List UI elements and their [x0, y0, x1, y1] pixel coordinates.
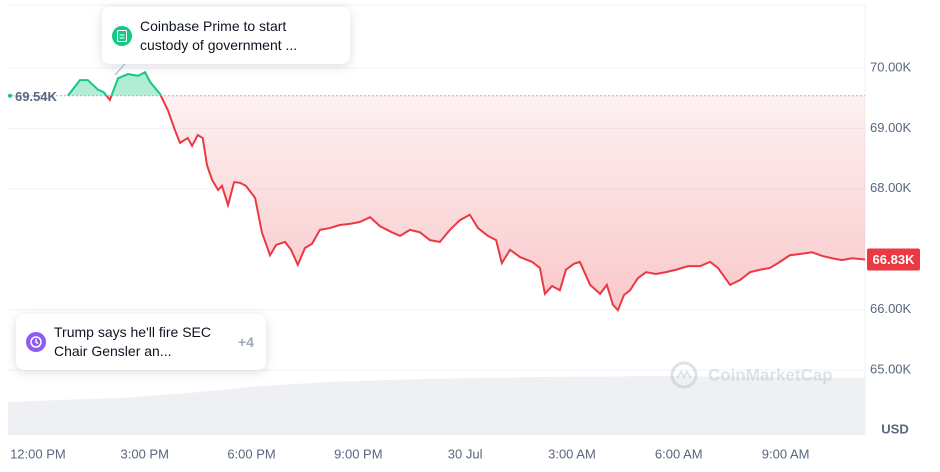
news-icon	[112, 25, 132, 46]
news-card[interactable]: Coinbase Prime to start custody of gover…	[102, 7, 350, 64]
y-tick-label: 68.00K	[870, 180, 912, 195]
news-icon	[26, 332, 46, 352]
x-tick-label: 6:00 PM	[227, 446, 275, 461]
y-unit: USD	[881, 421, 908, 436]
reference-label: 69.54K	[15, 89, 58, 104]
x-tick-label: 3:00 AM	[548, 446, 596, 461]
y-tick-label: 65.00K	[870, 361, 912, 376]
x-tick-label: 9:00 AM	[762, 446, 810, 461]
clock-icon	[30, 336, 42, 348]
y-tick-label: 66.00K	[870, 301, 912, 316]
y-tick-label: 69.00K	[870, 120, 912, 135]
current-price-box	[867, 248, 920, 271]
news-text: Coinbase Prime to start custody of gover…	[140, 17, 298, 53]
y-tick-label: 70.00K	[870, 59, 912, 74]
watermark-text: CoinMarketCap	[708, 365, 833, 384]
news-text: Trump says he'll fire SEC Chair Gensler …	[54, 324, 211, 359]
news-card[interactable]: Trump says he'll fire SEC Chair Gensler …	[16, 314, 266, 370]
x-tick-label: 9:00 PM	[334, 446, 382, 461]
watermark: CoinMarketCap	[670, 361, 833, 389]
current-price-label: 66.83K	[873, 252, 916, 267]
reference-dot	[8, 93, 12, 98]
volume-area	[8, 376, 865, 435]
x-tick-label: 3:00 PM	[121, 446, 169, 461]
doc-icon	[117, 29, 127, 42]
area-up	[67, 72, 865, 96]
x-tick-label: 12:00 PM	[10, 446, 66, 461]
more-count[interactable]: +4	[238, 333, 254, 350]
area-down	[106, 95, 865, 311]
x-tick-label: 6:00 AM	[655, 446, 703, 461]
price-line-down	[67, 95, 866, 313]
x-tick-label: 30 Jul	[448, 446, 483, 461]
